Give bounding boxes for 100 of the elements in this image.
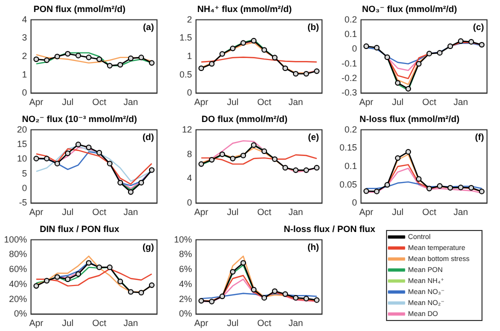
point xyxy=(96,150,102,156)
chart-title: PON flux (mmol/m²/d) xyxy=(34,4,126,14)
y-tick-label: 10 xyxy=(16,154,27,164)
point xyxy=(405,86,412,92)
y-tick-label: -5 xyxy=(18,198,27,208)
point xyxy=(292,167,299,173)
y-tick-label: 15 xyxy=(16,138,27,149)
x-tick-label: Jan xyxy=(453,97,468,108)
x-tick-label: Oct xyxy=(92,97,107,108)
x-tick-label: Oct xyxy=(422,97,437,108)
point xyxy=(478,42,485,48)
y-tick-label: 2% xyxy=(178,294,192,304)
chart-title: N-loss flux (mmol/m²/d) xyxy=(359,114,460,124)
point xyxy=(272,156,278,162)
point xyxy=(230,268,236,275)
point xyxy=(64,150,71,156)
annotation: (d) xyxy=(142,132,154,142)
point xyxy=(240,40,246,46)
y-tick-label: 0.1 xyxy=(344,160,357,171)
point xyxy=(86,54,92,60)
y-tick-label: 0 xyxy=(22,88,27,98)
x-tick-label: Apr xyxy=(359,207,374,218)
point xyxy=(426,186,432,192)
point xyxy=(138,54,144,60)
point xyxy=(208,298,215,304)
x-tick-label: Apr xyxy=(29,318,44,328)
point xyxy=(75,52,82,58)
point xyxy=(405,149,412,155)
point xyxy=(117,180,124,186)
point xyxy=(33,156,40,162)
point xyxy=(261,148,268,154)
annotation: (b) xyxy=(308,22,319,32)
x-tick-label: Oct xyxy=(257,207,272,218)
point xyxy=(54,274,60,280)
x-tick-label: Jan xyxy=(123,97,138,108)
annotation: (a) xyxy=(143,22,154,32)
point xyxy=(106,264,113,270)
point xyxy=(303,70,310,77)
point xyxy=(198,65,204,72)
y-tick-label: 0 xyxy=(186,88,192,98)
y-tick-label: 0 xyxy=(352,198,357,208)
point xyxy=(148,282,155,288)
point xyxy=(426,50,432,56)
point xyxy=(261,47,268,53)
chart-title: NO₃⁻ flux (mmol/m²/d) xyxy=(362,4,457,14)
point xyxy=(138,180,144,186)
y-tick-label: 1 xyxy=(186,50,192,61)
point xyxy=(384,54,390,60)
y-tick-label: 20 xyxy=(16,124,27,134)
x-tick-label: Oct xyxy=(92,207,107,218)
x-tick-label: Jan xyxy=(123,207,138,218)
point xyxy=(148,60,155,66)
chart-title: DIN flux / PON flux xyxy=(40,224,120,234)
point xyxy=(374,44,380,50)
point xyxy=(219,51,226,57)
y-tick-label: -0.3 xyxy=(341,88,357,98)
point xyxy=(64,50,71,57)
point xyxy=(230,46,236,52)
point xyxy=(314,68,320,74)
y-tick-label: 10% xyxy=(174,234,192,244)
chart-title: DO flux (mmol/m²/d) xyxy=(202,114,288,124)
point xyxy=(478,188,485,194)
point xyxy=(219,294,226,300)
point xyxy=(363,43,370,50)
point xyxy=(282,164,288,171)
x-tick-label: Apr xyxy=(29,207,44,218)
y-tick-label: 0.1 xyxy=(344,28,357,39)
y-tick-label: 0.15 xyxy=(339,142,357,153)
x-tick-label: Jan xyxy=(288,207,304,218)
y-tick-label: 2 xyxy=(22,50,27,61)
y-tick-label: 60% xyxy=(8,264,27,274)
point xyxy=(240,260,246,266)
chart-title: NO₂⁻ flux (10⁻³ mmol/m²/d) xyxy=(22,114,138,124)
chart-title: N-loss flux / PON flux xyxy=(284,224,376,234)
x-tick-label: Jan xyxy=(288,97,304,108)
point xyxy=(240,152,246,158)
point xyxy=(106,160,113,166)
point xyxy=(292,295,299,301)
y-tick-label: 0.2 xyxy=(344,124,357,134)
point xyxy=(447,184,454,191)
point xyxy=(314,164,320,171)
point xyxy=(394,80,401,86)
y-tick-label: 0 xyxy=(22,183,27,194)
x-tick-label: Oct xyxy=(422,207,437,218)
annotation: (g) xyxy=(142,242,154,252)
point xyxy=(282,291,288,297)
x-tick-label: Jan xyxy=(123,318,138,328)
x-tick-label: Apr xyxy=(29,97,44,108)
x-tick-label: Oct xyxy=(257,318,272,328)
y-tick-label: -0.1 xyxy=(341,58,357,68)
x-tick-label: Jul xyxy=(62,207,74,218)
x-tick-label: Jan xyxy=(453,207,468,218)
x-tick-label: Jul xyxy=(62,318,74,328)
point xyxy=(272,54,278,60)
point xyxy=(33,283,40,289)
point xyxy=(117,278,124,284)
point xyxy=(230,156,236,162)
y-tick-label: 8% xyxy=(178,249,192,260)
x-tick-label: Jul xyxy=(226,318,239,328)
y-tick-label: 5 xyxy=(22,168,27,178)
